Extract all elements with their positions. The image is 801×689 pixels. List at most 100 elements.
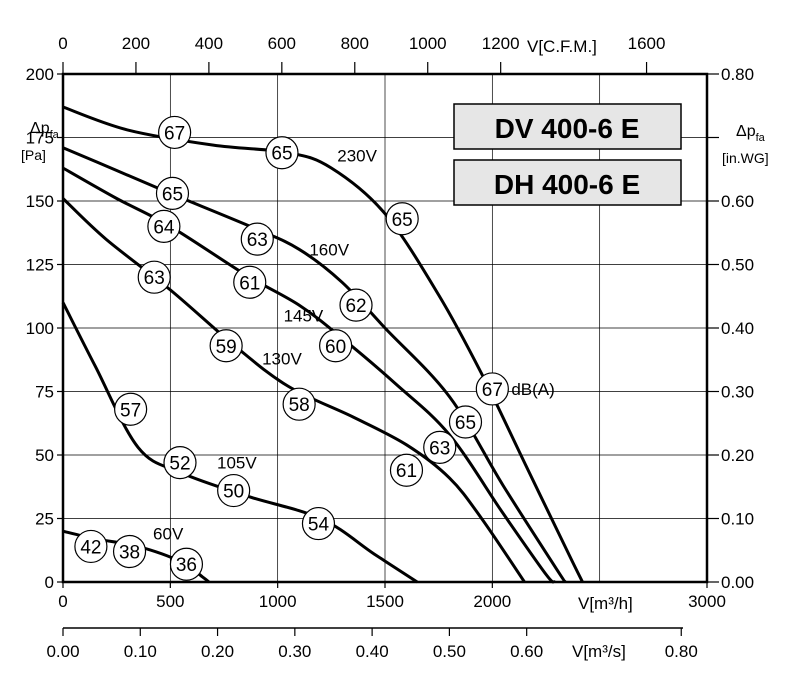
db-marker-label: 52 xyxy=(169,454,190,475)
right-axis-unit: [in.WG] xyxy=(722,150,769,166)
db-marker: 57 xyxy=(115,393,147,425)
x-top-tick-label: 600 xyxy=(268,34,296,53)
y-right-tick-label: 0.40 xyxy=(721,319,754,338)
y-left-tick-label: 0 xyxy=(45,573,54,592)
y-left-tick-label: 50 xyxy=(35,446,54,465)
db-marker-label: 58 xyxy=(289,395,310,416)
x-top-tick-label: 0 xyxy=(58,34,67,53)
x-bottom-tick-label: 0 xyxy=(58,592,67,611)
x-top-tick-label: 200 xyxy=(122,34,150,53)
db-marker: 63 xyxy=(138,261,170,293)
x-m3s-tick-label: 0.80 xyxy=(665,642,698,661)
left-axis-unit: [Pa] xyxy=(21,147,46,163)
db-marker: 58 xyxy=(283,388,315,420)
db-marker: 63 xyxy=(424,431,456,463)
db-marker-label: 65 xyxy=(162,184,183,205)
x-top-tick-label: 400 xyxy=(195,34,223,53)
x-m3s-tick-label: 0.30 xyxy=(278,642,311,661)
x-m3s-tick-label: 0.00 xyxy=(46,642,79,661)
db-marker: 61 xyxy=(234,266,266,298)
db-unit-label: dB(A) xyxy=(511,380,554,399)
db-marker-label: 60 xyxy=(325,337,346,358)
fan-performance-chart: DV 400-6 E DH 400-6 E Δpfa [Pa] Δpfa [in… xyxy=(0,0,801,689)
db-marker-label: 63 xyxy=(429,438,450,459)
db-marker-label: 50 xyxy=(223,482,244,503)
bottom-axis-unit: V[m³/h] xyxy=(578,594,633,613)
db-marker-label: 59 xyxy=(216,337,237,358)
x-m3s-tick-label: 0.60 xyxy=(510,642,543,661)
db-marker-label: 64 xyxy=(153,217,175,238)
db-marker-label: 54 xyxy=(308,515,330,536)
series-label-230v: 230V xyxy=(337,146,377,165)
db-marker: 65 xyxy=(156,177,188,209)
db-marker-label: 65 xyxy=(455,413,476,434)
db-marker-label: 63 xyxy=(247,230,268,251)
x-top-tick-label: 1600 xyxy=(628,34,666,53)
series-label-130v: 130V xyxy=(262,349,302,368)
db-marker: 54 xyxy=(302,508,334,540)
y-right-tick-label: 0.00 xyxy=(721,573,754,592)
cfm-axis-unit: V[C.F.M.] xyxy=(527,37,597,56)
db-marker-label: 36 xyxy=(176,555,197,576)
db-marker-label: 61 xyxy=(396,461,417,482)
db-marker: 62 xyxy=(340,289,372,321)
x-bottom-tick-label: 1500 xyxy=(366,592,404,611)
db-marker: 65 xyxy=(386,203,418,235)
y-right-tick-label: 0.60 xyxy=(721,192,754,211)
db-marker: 36 xyxy=(170,548,202,580)
y-right-tick-label: 0.80 xyxy=(721,65,754,84)
y-left-tick-label: 200 xyxy=(26,65,54,84)
db-marker-label: 42 xyxy=(80,537,101,558)
y-left-tick-label: 175 xyxy=(26,129,54,148)
db-marker-label: 65 xyxy=(271,144,292,165)
x-bottom-tick-label: 2000 xyxy=(473,592,511,611)
db-marker-label: 61 xyxy=(239,273,260,294)
db-marker: 52 xyxy=(164,447,196,479)
y-left-tick-label: 125 xyxy=(26,256,54,275)
db-marker: 67 dB(A) xyxy=(476,373,554,405)
x-top-tick-label: 800 xyxy=(341,34,369,53)
db-marker-label: 63 xyxy=(144,268,165,289)
x-bottom-tick-label: 3000 xyxy=(688,592,726,611)
db-marker: 65 xyxy=(450,406,482,438)
db-marker: 60 xyxy=(320,330,352,362)
x-bottom-tick-label: 1000 xyxy=(259,592,297,611)
y-right-tick-label: 0.20 xyxy=(721,446,754,465)
series-label-60v: 60V xyxy=(153,525,184,544)
title-boxes: DV 400-6 E DH 400-6 E xyxy=(454,104,681,205)
y-right-tick-label: 0.10 xyxy=(721,510,754,529)
y-left-tick-label: 75 xyxy=(35,383,54,402)
db-marker-label: 65 xyxy=(392,210,413,231)
x-m3s-tick-label: 0.40 xyxy=(356,642,389,661)
y-right-tick-label: 0.50 xyxy=(721,256,754,275)
db-marker-label: 57 xyxy=(120,400,141,421)
db-marker: 38 xyxy=(114,536,146,568)
series-label-105v: 105V xyxy=(217,454,257,473)
series-label-160v: 160V xyxy=(309,240,349,259)
y-right-tick-label: 0.30 xyxy=(721,383,754,402)
db-marker: 59 xyxy=(210,330,242,362)
db-marker: 65 xyxy=(266,137,298,169)
y-left-tick-label: 150 xyxy=(26,192,54,211)
db-marker: 67 xyxy=(159,116,191,148)
title-line-1: DV 400-6 E xyxy=(495,113,640,144)
db-marker-label: 67 xyxy=(482,380,503,401)
db-marker: 64 xyxy=(148,210,180,242)
db-marker: 61 xyxy=(390,454,422,486)
x-m3s-tick-label: 0.20 xyxy=(201,642,234,661)
x-bottom-tick-label: 500 xyxy=(156,592,184,611)
x-m3s-tick-label: 0.50 xyxy=(433,642,466,661)
db-marker-label: 62 xyxy=(345,296,366,317)
db-marker-label: 67 xyxy=(164,123,185,144)
right-axis-symbol: Δpfa xyxy=(736,123,766,144)
db-marker-label: 38 xyxy=(119,543,140,564)
db-marker: 50 xyxy=(218,475,250,507)
db-marker: 42 xyxy=(75,530,107,562)
db-marker: 63 xyxy=(241,223,273,255)
x-top-tick-label: 1000 xyxy=(409,34,447,53)
x-m3s-tick-label: 0.10 xyxy=(124,642,157,661)
title-line-2: DH 400-6 E xyxy=(494,169,640,200)
y-left-tick-label: 100 xyxy=(26,319,54,338)
m3s-axis-unit: V[m³/s] xyxy=(572,642,626,661)
series-label-145v: 145V xyxy=(284,306,324,325)
